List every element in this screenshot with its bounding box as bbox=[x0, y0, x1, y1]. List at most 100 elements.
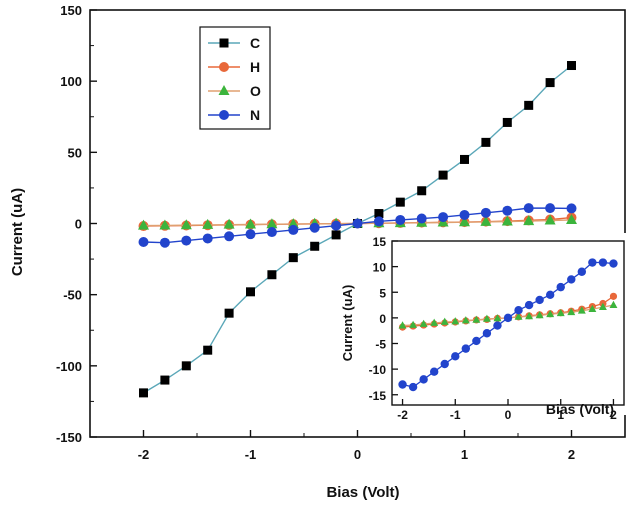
main-x-tick-label: -1 bbox=[245, 447, 257, 462]
inset-x-axis-label: Bias (Volt) bbox=[546, 401, 614, 417]
point-N bbox=[523, 203, 534, 214]
inset-series bbox=[398, 258, 618, 392]
legend-box bbox=[199, 26, 271, 130]
point-N bbox=[138, 237, 149, 248]
point-N bbox=[245, 229, 256, 240]
inset-series-N bbox=[398, 258, 618, 392]
inset-point-O bbox=[567, 307, 576, 316]
inset-point-N bbox=[598, 258, 608, 267]
inset-point-O bbox=[577, 306, 586, 314]
inset-point-N bbox=[461, 344, 471, 353]
inset-point-N bbox=[609, 259, 618, 268]
main-y-tick-label: 50 bbox=[68, 145, 82, 160]
inset-point-N bbox=[577, 267, 587, 276]
main-series bbox=[138, 61, 577, 398]
inset-point-O bbox=[440, 317, 449, 325]
point-N bbox=[352, 218, 363, 229]
inset-point-O bbox=[525, 312, 534, 320]
inset-point-N bbox=[514, 305, 523, 315]
point-N bbox=[181, 235, 192, 246]
inset-y-axis-label: Current (uA) bbox=[340, 285, 355, 362]
point-N bbox=[438, 212, 449, 223]
point-O bbox=[523, 215, 535, 226]
point-C bbox=[310, 241, 320, 251]
inset-series-O bbox=[398, 300, 618, 329]
point-N bbox=[545, 203, 556, 214]
inset-point-N bbox=[545, 290, 555, 300]
inset-point-O bbox=[430, 318, 439, 326]
point-N bbox=[502, 205, 513, 216]
main-x-tick-label: 2 bbox=[568, 447, 575, 462]
inset-point-O bbox=[451, 317, 460, 325]
main-x-axis-label: Bias (Volt) bbox=[326, 484, 399, 501]
point-C bbox=[374, 209, 384, 219]
point-C bbox=[481, 137, 491, 147]
legend-label-C: C bbox=[250, 35, 260, 51]
legend-marker-O bbox=[218, 85, 230, 95]
point-N bbox=[159, 237, 170, 248]
inset-x-tick-label: 0 bbox=[505, 408, 512, 422]
point-O bbox=[159, 219, 171, 230]
point-O bbox=[138, 219, 149, 230]
main-y-axis-label: Current (uA) bbox=[9, 188, 26, 276]
inset-point-O bbox=[493, 314, 502, 322]
point-C bbox=[181, 361, 191, 371]
inset-point-N bbox=[419, 375, 428, 384]
inset-point-O bbox=[409, 320, 418, 328]
legend-marker-C bbox=[219, 38, 229, 48]
point-C bbox=[224, 308, 234, 318]
point-N bbox=[395, 214, 406, 225]
point-O bbox=[287, 218, 299, 229]
inset-point-O bbox=[546, 309, 555, 318]
point-C bbox=[395, 197, 405, 207]
inset-point-N bbox=[398, 380, 407, 389]
point-C bbox=[267, 270, 277, 280]
point-C bbox=[139, 388, 148, 398]
point-O bbox=[245, 218, 256, 229]
main-y-tick-label: 100 bbox=[60, 74, 82, 89]
inset-y-tick-label: -15 bbox=[369, 389, 387, 403]
legend-label-H: H bbox=[250, 59, 260, 75]
main-y-tick-label: -100 bbox=[56, 359, 82, 374]
main-y-tick-label: -50 bbox=[63, 288, 82, 303]
point-N bbox=[459, 209, 470, 220]
main-x-tick-label: 1 bbox=[461, 447, 468, 462]
inset-y-tick-label: 0 bbox=[379, 312, 386, 326]
inset-point-N bbox=[503, 313, 513, 323]
point-O bbox=[223, 218, 235, 229]
inset-point-N bbox=[482, 329, 492, 338]
inset-point-O bbox=[472, 315, 481, 323]
inset-x-tick-label: 2 bbox=[610, 408, 617, 422]
main-x-tick-label: -2 bbox=[138, 447, 150, 462]
inset-point-O bbox=[398, 321, 407, 329]
inset-point-O bbox=[588, 304, 597, 313]
inset-point-O bbox=[556, 308, 565, 317]
inset-point-N bbox=[524, 300, 534, 310]
point-C bbox=[417, 186, 427, 196]
inset-point-H bbox=[609, 292, 618, 300]
inset-x-tick-label: 1 bbox=[557, 408, 564, 422]
point-N bbox=[480, 207, 491, 218]
inset-point-O bbox=[482, 314, 491, 322]
main-y-tick-label: -150 bbox=[56, 430, 82, 445]
inset-y-tick-label: -5 bbox=[375, 338, 386, 352]
point-N bbox=[266, 227, 277, 238]
inset-y-tick-label: -10 bbox=[369, 363, 387, 377]
point-O bbox=[501, 215, 513, 226]
point-N bbox=[566, 203, 577, 214]
inset-point-N bbox=[556, 282, 565, 292]
inset-x-tick-label: -2 bbox=[397, 408, 408, 422]
inset-point-N bbox=[408, 382, 418, 392]
inset-point-N bbox=[472, 336, 481, 346]
legend-marker-N bbox=[219, 110, 229, 120]
point-C bbox=[502, 117, 512, 127]
point-N bbox=[373, 216, 384, 227]
point-C bbox=[567, 61, 576, 71]
inset-point-N bbox=[535, 295, 544, 305]
point-O bbox=[566, 213, 577, 224]
inset-point-O bbox=[535, 310, 544, 319]
point-O bbox=[202, 218, 214, 229]
